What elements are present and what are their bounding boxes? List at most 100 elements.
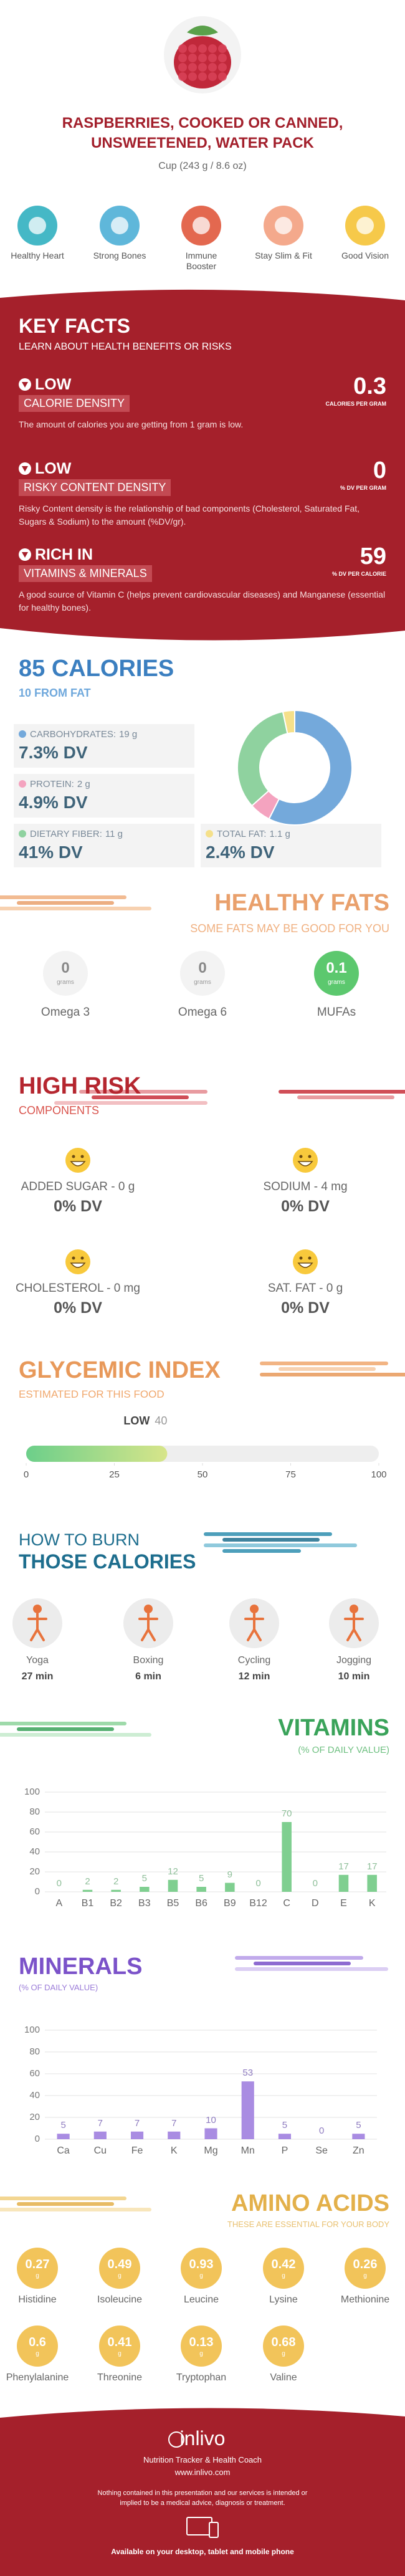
fat-name: MUFAs [317,1006,356,1019]
activity-figure-head [33,1605,42,1613]
gi-tick-label: 25 [109,1469,120,1480]
bar [196,1887,206,1892]
fact-unit: % DV PER CALORIE [331,571,386,577]
amino-circle [17,2248,58,2289]
amino-value: 0.49 [107,2258,132,2271]
activity-name: Yoga [26,1655,49,1666]
amino-value: 0.68 [271,2335,296,2349]
activity-name: Boxing [133,1655,164,1666]
bar [278,2134,292,2139]
nutrient-dv: 2.4% DV [206,842,275,862]
bar [225,1882,235,1892]
y-tick-label: 40 [29,2090,40,2101]
bar [93,2131,107,2139]
fat-value: 0 [198,960,207,976]
value-label: 0 [312,1878,318,1889]
fat-unit: grams [328,979,345,986]
raspberry-drupelet [198,63,207,72]
gi-tick-label: 100 [371,1469,387,1480]
x-tick-label: B12 [249,1898,267,1909]
amino-value: 0.42 [271,2258,296,2271]
raspberry-drupelet [208,54,217,62]
bar [282,1822,292,1892]
emoji-eye [72,1256,75,1260]
benefit-label: Stay Slim & Fit [255,250,312,260]
fact-name: VITAMINS & MINERALS [19,565,152,582]
url: www.inlivo.com [174,2468,231,2477]
gi-tick-label: 50 [197,1469,208,1480]
section-title: MINERALS [19,1953,143,1980]
bar [352,2134,365,2139]
benefit-label: Good Vision [341,250,389,260]
section-subtitle: SOME FATS MAY BE GOOD FOR YOU [190,922,389,935]
activity-figure-head [144,1605,153,1613]
fat-circle [43,951,88,996]
value-label: 7 [171,2117,177,2129]
raspberry-drupelet [208,44,217,53]
x-tick-label: K [170,2145,178,2156]
x-tick-label: P [281,2145,288,2156]
activity-figure-head [350,1605,358,1613]
section-subtitle: HOW TO BURN [19,1530,140,1549]
emoji-mouth [70,1262,86,1268]
nutrient-box [14,724,194,768]
emoji-face [293,1148,318,1173]
x-tick-label: Mn [241,2145,255,2156]
nutrient-dv: 7.3% DV [19,743,88,762]
raspberry-drupelet [188,44,197,53]
value-label: 5 [141,1873,147,1884]
emoji-eye [299,1155,303,1158]
device-icon [209,2522,219,2538]
section-title: THOSE CALORIES [19,1550,196,1573]
activity-name: Cycling [237,1655,271,1666]
value-label: 17 [366,1861,378,1872]
amino-unit: g [363,2273,367,2279]
risk-dv: 0% DV [54,1198,102,1215]
emoji-eye [299,1256,303,1260]
x-tick-label: Zn [353,2145,364,2156]
raspberry-drupelet [178,63,187,72]
y-tick-label: 100 [24,2025,40,2035]
benefit-label: Healthy Heart [11,250,64,260]
raspberry-drupelet [178,72,187,81]
amino-value: 0.6 [29,2335,46,2349]
value-label: 0 [255,1878,261,1889]
footer-bg [0,2408,405,2576]
emoji-eye [308,1155,312,1158]
brand-logo [168,2431,184,2448]
amino-circle [99,2248,140,2289]
raspberry-drupelet [188,54,197,62]
x-tick-label: Ca [57,2145,70,2156]
bar [140,1887,150,1892]
bar [111,1889,121,1892]
value-label: 7 [97,2117,103,2129]
raspberry-drupelet [218,72,227,81]
emoji-mouth [297,1161,313,1166]
risk-dv: 0% DV [281,1198,330,1215]
fact-name: CALORIE DENSITY [19,395,130,412]
fact-icon-arrow [22,382,28,388]
key-facts-bg [0,289,405,641]
activity-time: 10 min [338,1671,370,1682]
fact-value: 59 [360,543,386,570]
amino-unit: g [36,2273,39,2279]
x-tick-label: B3 [138,1898,151,1909]
amino-name: Isoleucine [97,2294,143,2305]
emoji-mouth [70,1161,86,1166]
value-label: 70 [281,1808,292,1819]
nutrient-label: PROTEIN: [30,779,74,789]
emoji-mouth [297,1262,313,1268]
risk-name: SAT. FAT - 0 g [267,1282,343,1295]
benefit-icon-inner [111,217,128,234]
fact-value: 0 [373,457,386,484]
section-subtitle: LEARN ABOUT HEALTH BENEFITS OR RISKS [19,341,232,352]
amino-value: 0.41 [107,2335,132,2349]
emoji-eye [308,1256,312,1260]
risk-dv: 0% DV [54,1299,102,1317]
y-tick-label: 0 [34,2134,40,2144]
amino-unit: g [282,2350,285,2357]
donut-segment [268,709,353,826]
amino-value: 0.27 [25,2258,50,2271]
amino-unit: g [199,2273,203,2279]
